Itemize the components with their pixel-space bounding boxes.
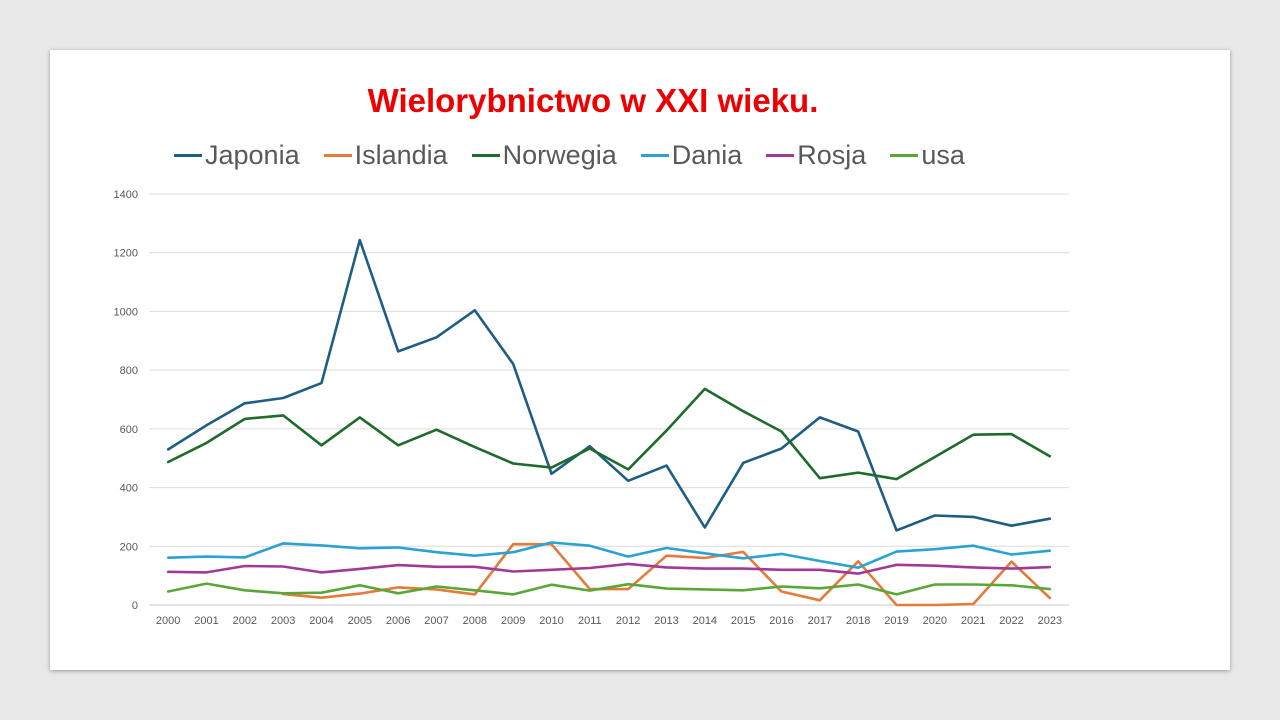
series-line-islandia xyxy=(281,542,1052,607)
legend-label: Rosja xyxy=(797,140,867,170)
x-tick-label: 2019 xyxy=(884,615,908,627)
x-tick-label: 2017 xyxy=(808,615,832,627)
x-tick-label: 2004 xyxy=(309,615,333,627)
x-tick-label: 2001 xyxy=(194,615,218,627)
legend-label: Islandia xyxy=(354,140,448,170)
x-tick-label: 2016 xyxy=(769,615,793,627)
legend-label: Japonia xyxy=(205,140,300,170)
legend-swatch xyxy=(471,153,500,157)
y-tick-label: 1400 xyxy=(114,189,138,201)
x-tick-label: 2009 xyxy=(501,615,525,627)
y-tick-label: 1000 xyxy=(114,306,138,318)
x-tick-label: 2002 xyxy=(233,615,257,627)
x-tick-label: 2014 xyxy=(693,615,717,627)
y-tick-label: 200 xyxy=(120,541,138,553)
legend-swatch xyxy=(323,153,352,157)
x-tick-label: 2022 xyxy=(999,615,1023,627)
x-tick-label: 2012 xyxy=(616,615,640,627)
x-tick-label: 2006 xyxy=(386,615,410,627)
y-tick-label: 400 xyxy=(120,483,138,495)
series-line-dania xyxy=(166,541,1052,569)
x-tick-label: 2008 xyxy=(463,615,487,627)
x-tick-label: 2000 xyxy=(156,615,180,627)
x-tick-label: 2018 xyxy=(846,615,870,627)
series-line-rosja xyxy=(166,562,1052,575)
x-tick-label: 2020 xyxy=(923,615,947,627)
legend-item-usa: usa xyxy=(890,138,965,172)
x-tick-label: 2023 xyxy=(1038,615,1062,627)
y-tick-label: 600 xyxy=(120,424,138,436)
y-tick-label: 0 xyxy=(132,600,138,612)
series-line-japonia xyxy=(166,238,1052,532)
legend-swatch xyxy=(766,153,795,157)
line-chart: 0 200 400 600 800 1000 1200 1400 2000 2001 2002 200… xyxy=(114,189,1069,627)
legend-item-dania: Dania xyxy=(640,138,743,172)
legend-label: usa xyxy=(921,140,965,170)
legend-swatch xyxy=(174,153,202,157)
y-tick-label: 800 xyxy=(120,365,138,377)
x-tick-label: 2011 xyxy=(578,615,602,627)
x-tick-label: 2007 xyxy=(424,615,448,627)
x-tick-label: 2015 xyxy=(731,615,755,627)
legend-item-norwegia: Norwegia xyxy=(471,138,617,172)
legend-item-japonia: Japonia xyxy=(174,138,300,172)
x-tick-label: 2005 xyxy=(348,615,372,627)
legend-item-islandia: Islandia xyxy=(323,138,448,172)
chart-title: Wielorybnictwo w XXI wieku. xyxy=(367,82,819,119)
legend-item-rosja: Rosja xyxy=(766,138,866,172)
legend-swatch xyxy=(890,153,919,157)
legend-label: Dania xyxy=(671,140,743,170)
legend-label: Norwegia xyxy=(502,140,617,170)
x-tick-label: 2003 xyxy=(271,615,295,627)
series-line-norwegia xyxy=(166,387,1052,481)
y-tick-label: 1200 xyxy=(114,248,138,260)
x-tick-label: 2021 xyxy=(961,615,985,627)
series-line-usa xyxy=(166,582,1052,596)
x-tick-label: 2010 xyxy=(539,615,563,627)
x-tick-label: 2013 xyxy=(654,615,678,627)
slide: Wielorybnictwo w XXI wieku. Japonia Islan… xyxy=(50,50,1230,670)
chart-legend: Japonia Islandia Norwegia Dania Rosja usa xyxy=(174,138,989,172)
legend-swatch xyxy=(640,153,669,157)
